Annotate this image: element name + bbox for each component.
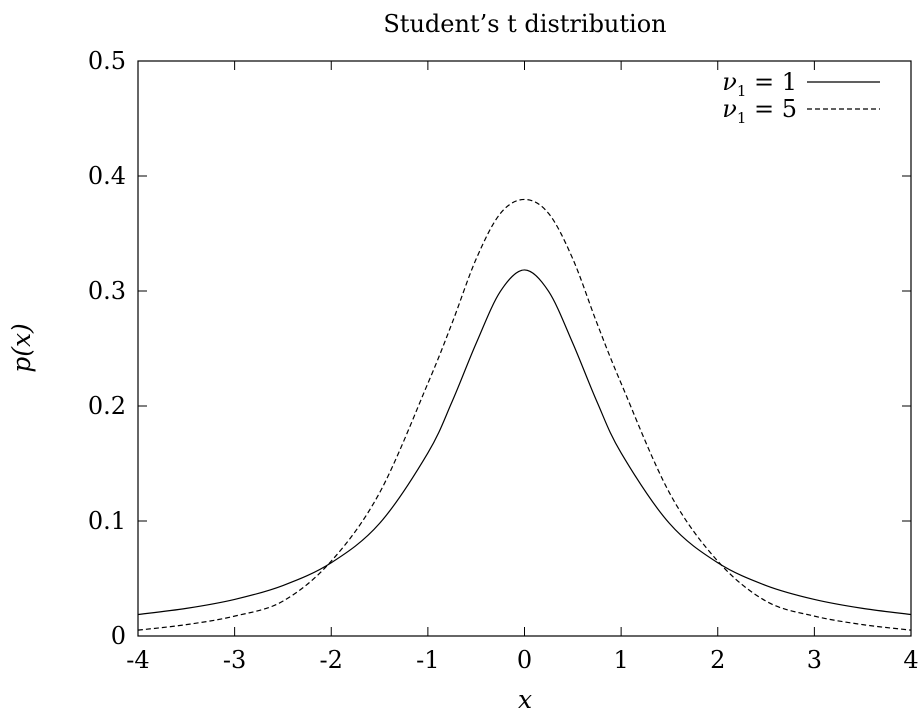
plot-curves (137, 198, 912, 631)
x-tick-label: 4 (903, 646, 918, 674)
legend: ν1 = 1ν1 = 5 (722, 68, 880, 127)
series-line-2 (137, 198, 912, 631)
legend-label-1: ν1 = 1 (722, 68, 797, 100)
legend-value: = 1 (746, 68, 797, 96)
x-tick-label: 0 (517, 646, 532, 674)
chart-title: Student’s t distribution (383, 10, 666, 38)
legend-symbol: ν (722, 68, 737, 96)
x-tick-label: -3 (223, 646, 246, 674)
plot-frame (137, 60, 912, 637)
legend-subscript: 1 (737, 82, 747, 100)
y-axis-label: p(x) (7, 323, 36, 373)
y-tick-label: 0.1 (88, 507, 126, 535)
y-tick-label: 0.3 (88, 277, 126, 305)
x-axis-label: x (518, 685, 532, 714)
y-tick-label: 0.5 (88, 47, 126, 75)
legend-value: = 5 (746, 95, 797, 123)
x-tick-label: -4 (126, 646, 149, 674)
x-tick-label: -1 (416, 646, 439, 674)
y-tick-label: 0.4 (88, 162, 126, 190)
x-tick-label: 1 (613, 646, 628, 674)
legend-symbol: ν (722, 95, 737, 123)
legend-subscript: 1 (737, 109, 747, 127)
y-tick-label: 0.2 (88, 392, 126, 420)
x-tick-label: 3 (807, 646, 822, 674)
x-tick-label: 2 (710, 646, 725, 674)
axis-ticks: -4 -3 -2 -1 0 1 2 3 4 0 0.1 0.2 0.3 0.4 0.5 (88, 47, 919, 674)
legend-label-2: ν1 = 5 (722, 95, 797, 127)
x-tick-label: -2 (320, 646, 343, 674)
series-line-1 (137, 269, 912, 616)
y-tick-label: 0 (111, 622, 126, 650)
